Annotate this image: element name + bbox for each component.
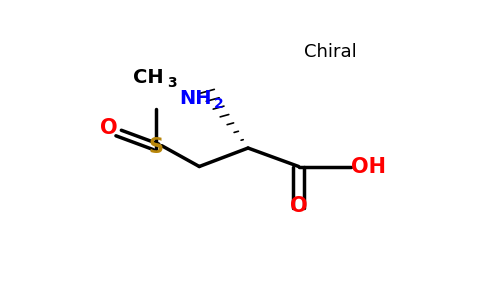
Text: O: O — [290, 196, 307, 216]
Text: S: S — [149, 137, 164, 157]
Text: OH: OH — [350, 157, 386, 176]
Text: CH: CH — [133, 68, 164, 87]
Text: O: O — [101, 118, 118, 138]
Text: 3: 3 — [167, 76, 177, 90]
Text: 2: 2 — [214, 97, 224, 111]
Text: NH: NH — [179, 89, 212, 108]
Text: Chiral: Chiral — [304, 43, 357, 61]
